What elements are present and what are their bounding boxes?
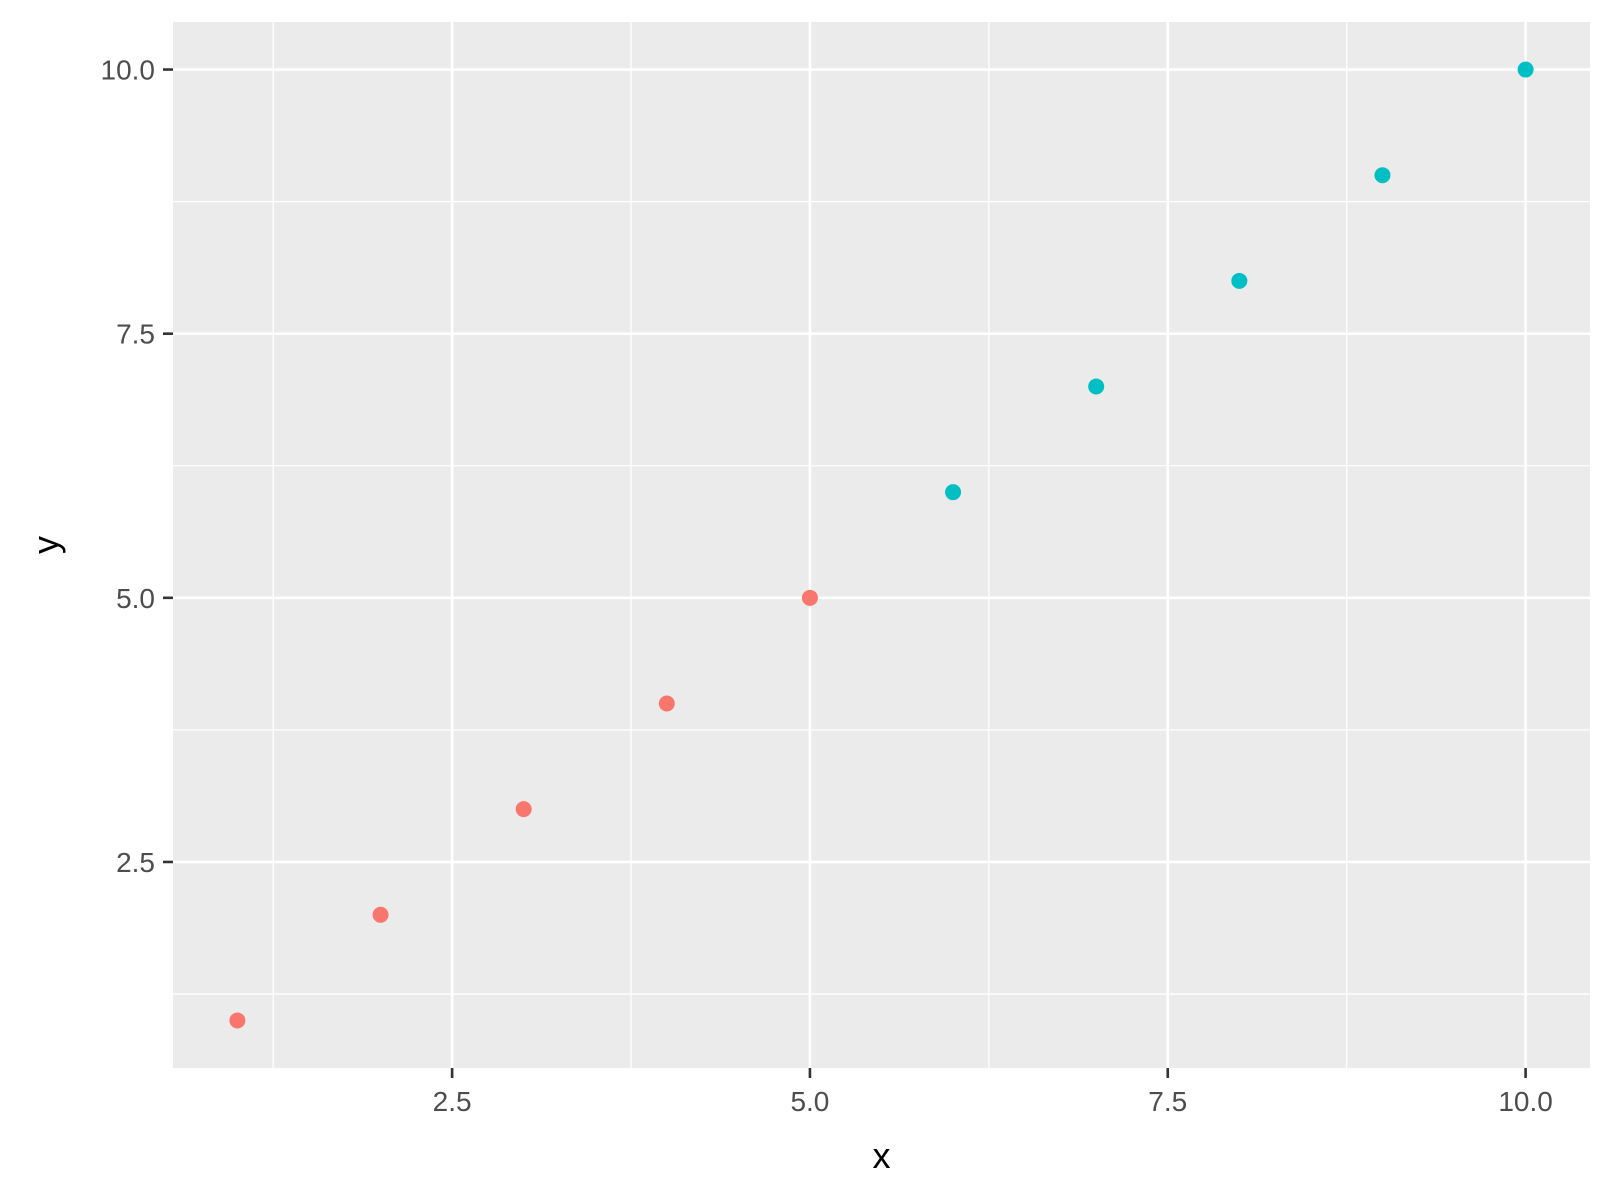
axis-ticks — [163, 68, 1527, 1078]
x-tick-label: 5.0 — [790, 1086, 829, 1117]
data-point — [945, 484, 962, 501]
y-axis-title: y — [25, 536, 66, 554]
data-point — [229, 1012, 246, 1029]
major-gridlines — [173, 22, 1590, 1068]
y-tick-label: 10.0 — [101, 55, 156, 86]
data-point — [1231, 272, 1248, 289]
x-tick-label: 7.5 — [1148, 1086, 1187, 1117]
minor-gridlines — [173, 22, 1590, 1068]
x-tick-label: 10.0 — [1498, 1086, 1553, 1117]
plot-panel — [173, 22, 1590, 1068]
data-point — [1517, 61, 1534, 78]
data-point — [1374, 167, 1391, 184]
data-point — [515, 801, 532, 818]
data-point — [1088, 378, 1105, 395]
data-point — [801, 589, 818, 606]
data-point — [658, 695, 675, 712]
data-points — [229, 61, 1534, 1029]
y-tick-label: 2.5 — [116, 847, 155, 878]
x-tick-label: 2.5 — [433, 1086, 472, 1117]
axis-tick-labels: 2.5 5.0 7.5 10.0 2.5 5.0 7.5 10.0 — [101, 55, 1553, 1117]
y-tick-label: 5.0 — [116, 583, 155, 614]
y-tick-label: 7.5 — [116, 319, 155, 350]
data-point — [372, 906, 389, 923]
x-axis-title: x — [873, 1135, 891, 1176]
